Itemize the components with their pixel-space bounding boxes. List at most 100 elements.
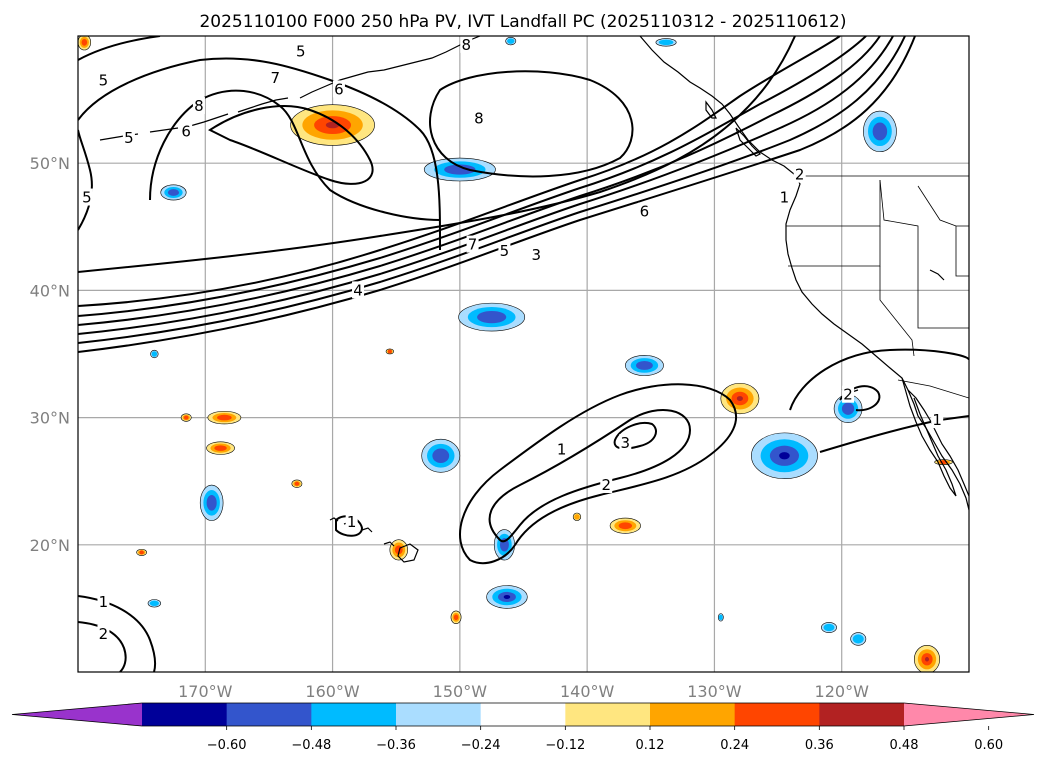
- colorbar-segment: [226, 703, 312, 726]
- pv-negative-anomaly: [150, 349, 159, 359]
- pv-negative-anomaly: [486, 585, 528, 609]
- contour-label-bg: [638, 202, 651, 220]
- contour-swirl-1: [459, 383, 737, 565]
- contour-label-bg: [931, 411, 944, 429]
- political-borders: [786, 175, 969, 399]
- pv-positive-anomaly: [206, 441, 235, 455]
- pv-shading-level: [779, 452, 790, 460]
- pv-negative-anomaly: [655, 38, 677, 47]
- contour-label: 6: [640, 203, 650, 221]
- contour-high-8: [429, 70, 634, 178]
- pv-negative-anomaly: [199, 484, 224, 521]
- pv-shading-level: [872, 122, 888, 141]
- gulf-of-california-coast: [907, 389, 969, 497]
- lon-tick-label: 160°W: [305, 682, 360, 701]
- colorbar-segment: [480, 703, 566, 726]
- contour-label: 5: [500, 242, 510, 260]
- colorbar-segment: [396, 703, 482, 726]
- pv-positive-anomaly: [913, 644, 941, 672]
- colorbar-segment: [734, 703, 820, 726]
- pv-positive-anomaly: [720, 382, 760, 415]
- contour-sw-2: [78, 621, 127, 672]
- lon-tick-label: 170°W: [178, 682, 233, 701]
- contour-label-bg: [619, 434, 632, 452]
- alaska-coastline: [299, 36, 481, 99]
- contour-label-bg: [80, 188, 93, 206]
- pv-shading-level: [823, 623, 835, 632]
- contour-label-bg: [466, 235, 479, 253]
- contour-swirl-2: [488, 408, 692, 543]
- colorbar-tick-label: −0.60: [207, 738, 247, 753]
- contour-label-bg: [97, 71, 110, 89]
- pv-negative-anomaly: [421, 438, 461, 473]
- pv-shading-level: [81, 39, 88, 46]
- pv-shading-level: [217, 414, 232, 421]
- contour-label: 1: [557, 440, 567, 458]
- contour-label: 5: [82, 189, 92, 207]
- colorbar-extend-low: [12, 703, 142, 726]
- longitude-ticks: 170°W 160°W 150°W 140°W 130°W 120°W: [178, 682, 869, 701]
- pv-shading-level: [718, 614, 723, 621]
- pv-positive-anomaly: [291, 479, 303, 488]
- contour-label: 5: [99, 72, 109, 90]
- pv-shading-level: [477, 310, 507, 324]
- lat-tick-label: 40°N: [30, 281, 70, 300]
- pv-shading-level: [214, 445, 227, 451]
- us-mexico-border: [897, 379, 969, 399]
- pv-positive-anomaly: [290, 104, 375, 146]
- contour-label: 1: [99, 593, 109, 611]
- contour-jet-6: [78, 36, 841, 307]
- contour-jet-3: [78, 36, 894, 335]
- colorbar-tick-label: −0.48: [291, 738, 331, 753]
- contour-label: 8: [461, 36, 471, 54]
- colorbar-tick-label: 0.60: [974, 738, 1003, 753]
- pv-shading-level: [636, 360, 653, 370]
- pv-negative-anomaly: [751, 432, 818, 479]
- pv-shading-level: [183, 415, 189, 420]
- pv-positive-anomaly: [78, 36, 92, 51]
- contour-west-left: [78, 129, 93, 231]
- colorbar: −0.60 −0.48 −0.36 −0.24 −0.12 0.12 0.24 0.36 0.4…: [11, 702, 1035, 753]
- lat-tick-label: 50°N: [30, 154, 70, 173]
- pv-positive-anomaly: [389, 539, 408, 561]
- contour-label-bg: [332, 80, 345, 98]
- contour-label-bg: [122, 128, 135, 146]
- north-america-coastline: [639, 36, 969, 511]
- contour-label-bg: [793, 165, 806, 183]
- contour-label: 5: [296, 42, 306, 60]
- contour-label: 4: [353, 281, 363, 299]
- colorbar-segment: [650, 703, 736, 726]
- lon-tick-label: 150°W: [433, 682, 488, 701]
- contour-label-bg: [600, 476, 613, 494]
- state-border-mt: [917, 185, 969, 227]
- pv-negative-anomaly: [458, 302, 526, 332]
- aleutian-islands: [99, 97, 289, 141]
- contour-label-bg: [778, 188, 791, 206]
- pv-negative-anomaly: [833, 394, 863, 423]
- pv-shading-level: [736, 396, 743, 401]
- state-border-nv-ut: [917, 266, 969, 329]
- contour-label-bg: [498, 241, 511, 259]
- colorbar-extend-high: [904, 703, 1034, 726]
- state-border-wy: [955, 226, 969, 277]
- pv-shading-level: [294, 481, 300, 486]
- pv-shading-level: [574, 514, 580, 520]
- pv-shading-level: [618, 522, 633, 530]
- lon-tick-label: 120°W: [815, 682, 870, 701]
- contour-label: 2: [795, 166, 805, 184]
- contour-label: 8: [474, 110, 484, 128]
- figure-title: 2025110100 F000 250 hPa PV, IVT Landfall…: [199, 12, 846, 32]
- pv-shading-level: [444, 164, 476, 175]
- contour-label-bg: [352, 281, 365, 299]
- contour-label-bg: [460, 36, 473, 53]
- contour-west-8: [208, 105, 374, 185]
- lon-tick-label: 140°W: [560, 682, 615, 701]
- pv-positive-anomaly: [207, 410, 242, 425]
- contour-label: 2: [601, 476, 611, 494]
- pv-shading-level: [387, 349, 392, 354]
- pv-positive-anomaly: [180, 413, 192, 422]
- colorbar-tick-label: 0.48: [890, 738, 919, 753]
- pv-negative-anomaly: [423, 157, 496, 182]
- contour-label: 1: [347, 513, 357, 531]
- colorbar-segment: [819, 703, 905, 726]
